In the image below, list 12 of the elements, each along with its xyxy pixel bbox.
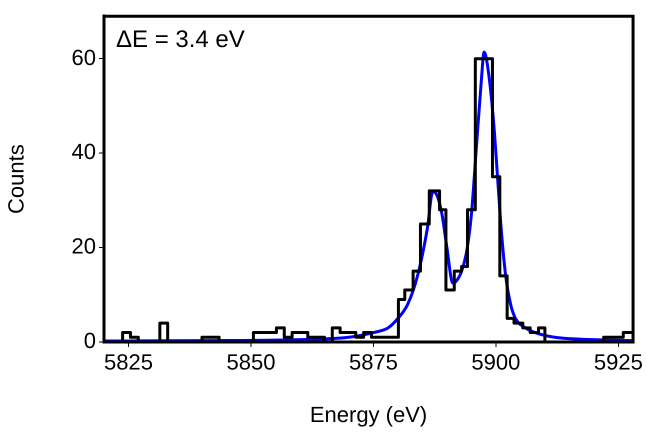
y-tick-label: 60 bbox=[72, 44, 96, 70]
x-tick-label: 5875 bbox=[348, 349, 398, 374]
y-tick-label: 0 bbox=[84, 328, 96, 354]
y-axis-title: Counts bbox=[3, 144, 28, 214]
annotation: ΔE = 3.4 eV bbox=[116, 26, 245, 53]
x-axis-title: Energy (eV) bbox=[310, 402, 428, 427]
x-tick-label: 5900 bbox=[471, 349, 520, 374]
x-tick-label: 5850 bbox=[226, 349, 276, 374]
y-tick-label: 20 bbox=[72, 234, 96, 259]
x-tick-label: 5825 bbox=[104, 349, 153, 374]
x-tick-label: 5925 bbox=[594, 349, 643, 374]
y-tick-label: 40 bbox=[72, 139, 96, 164]
